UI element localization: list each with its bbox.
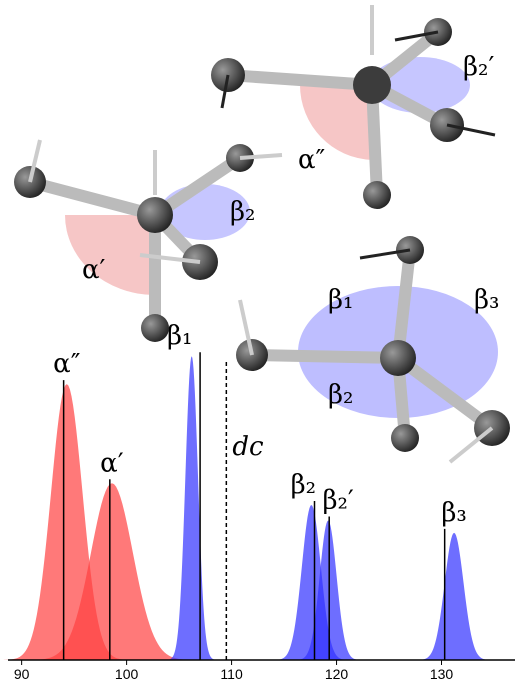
peak — [167, 356, 217, 660]
peak-label: α″ — [53, 349, 81, 379]
peak-label: α′ — [100, 448, 124, 478]
peak — [416, 533, 492, 660]
bond — [228, 75, 372, 85]
peak-label: β₂ — [291, 470, 316, 500]
angle-label: β₃ — [474, 285, 499, 315]
atom — [363, 181, 391, 209]
atom — [380, 340, 416, 376]
arrow — [450, 428, 492, 462]
atom — [141, 314, 169, 342]
angle-label: α′ — [82, 255, 106, 285]
x-tick-label: 90 — [14, 666, 30, 682]
atom — [391, 424, 419, 452]
bond — [252, 355, 398, 358]
marker-label: dc — [232, 432, 264, 462]
peak-label: β₂′ — [322, 486, 353, 516]
angle-label: β₁ — [328, 285, 353, 315]
angle-label: β₂ — [230, 197, 255, 227]
atom — [137, 197, 173, 233]
angle-label: β₂ — [328, 380, 353, 410]
molecules: α″ β₂′ β₂ α′ β₁ β₃ β₂ — [14, 5, 510, 462]
atom — [353, 66, 391, 104]
x-tick-label: 110 — [220, 666, 243, 682]
x-tick-label: 120 — [325, 666, 349, 682]
figure: α″ β₂′ β₂ α′ β₁ β₃ β₂ α″α′β₁β₂β₂′β₃dc901… — [0, 0, 521, 683]
x-tick-label: 100 — [115, 666, 139, 682]
peak-label: β₁ — [167, 321, 192, 351]
angle-label: β₂′ — [463, 52, 494, 82]
angle-label: α″ — [298, 145, 326, 175]
x-tick-label: 130 — [430, 666, 454, 682]
bond — [30, 182, 155, 215]
peak-label: β₃ — [441, 498, 466, 528]
